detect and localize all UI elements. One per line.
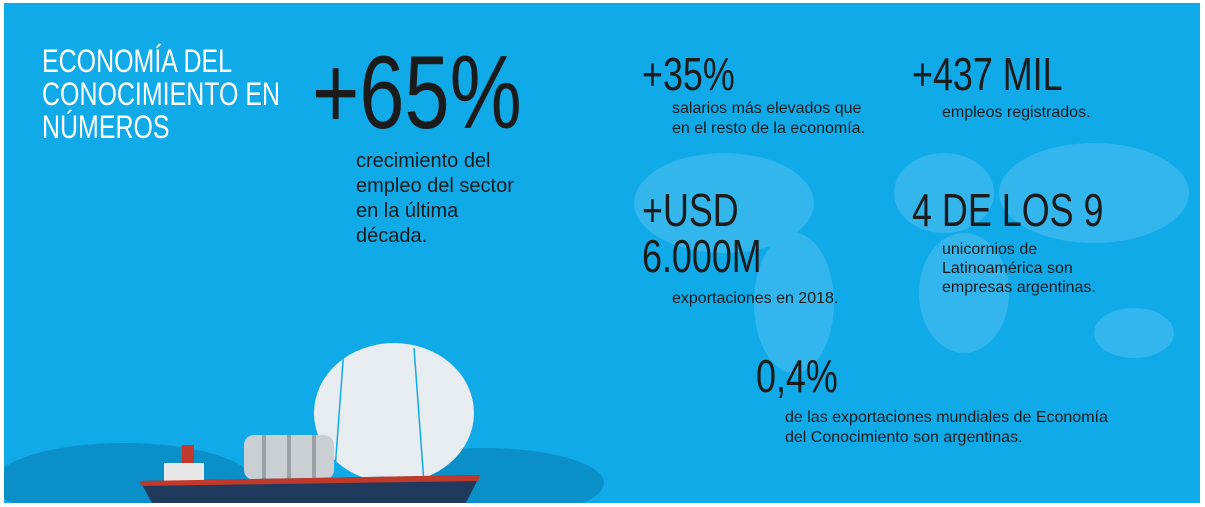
desc-line: crecimiento del: [356, 150, 491, 172]
desc-line: unicornios de: [942, 241, 1038, 258]
title-line: ECONOMÍA DEL: [42, 43, 233, 79]
stat-description: de las exportaciones mundiales de Econom…: [785, 408, 1108, 448]
desc-line: del Conocimiento son argentinas.: [785, 429, 1023, 446]
title-line: CONOCIMIENTO EN: [42, 76, 281, 112]
desc-line: empresas argentinas.: [942, 279, 1096, 296]
title-line: NÚMEROS: [42, 109, 170, 145]
infographic: ECONOMÍA DEL CONOCIMIENTO EN NÚMEROS +65…: [4, 3, 1200, 503]
desc-line: exportaciones en 2018.: [672, 290, 839, 307]
figure-line: +USD: [642, 184, 739, 236]
bulb-ship: [140, 343, 480, 503]
stat-figure: +USD 6.000M: [642, 187, 762, 279]
desc-line: empleos registrados.: [942, 104, 1091, 121]
stat-description: crecimiento del empleo del sector en la …: [356, 149, 514, 249]
figure-line: 6.000M: [642, 230, 762, 282]
desc-line: empleo del sector: [356, 175, 514, 197]
stat-description: salarios más elevados que en el resto de…: [672, 99, 865, 139]
world-map: [634, 143, 1189, 373]
stat-figure: 4 DE LOS 9: [912, 184, 1104, 236]
stat-figure: +35%: [642, 48, 735, 100]
desc-line: en el resto de la economía.: [672, 120, 866, 137]
stat-description: empleos registrados.: [942, 103, 1091, 123]
stat-description: exportaciones en 2018.: [672, 289, 838, 309]
title: ECONOMÍA DEL CONOCIMIENTO EN NÚMEROS: [42, 45, 280, 144]
stat-description: unicornios de Latinoamérica son empresas…: [942, 240, 1096, 297]
desc-line: década.: [356, 225, 428, 247]
desc-line: Latinoamérica son: [942, 260, 1073, 277]
decoration: [4, 143, 1189, 503]
desc-line: en la última: [356, 200, 459, 222]
desc-line: de las exportaciones mundiales de Econom…: [785, 409, 1108, 426]
desc-line: salarios más elevados que: [672, 100, 862, 117]
stat-figure: +65%: [312, 35, 522, 151]
stat-figure: +437 MIL: [912, 48, 1063, 100]
stat-figure: 0,4%: [756, 350, 838, 402]
